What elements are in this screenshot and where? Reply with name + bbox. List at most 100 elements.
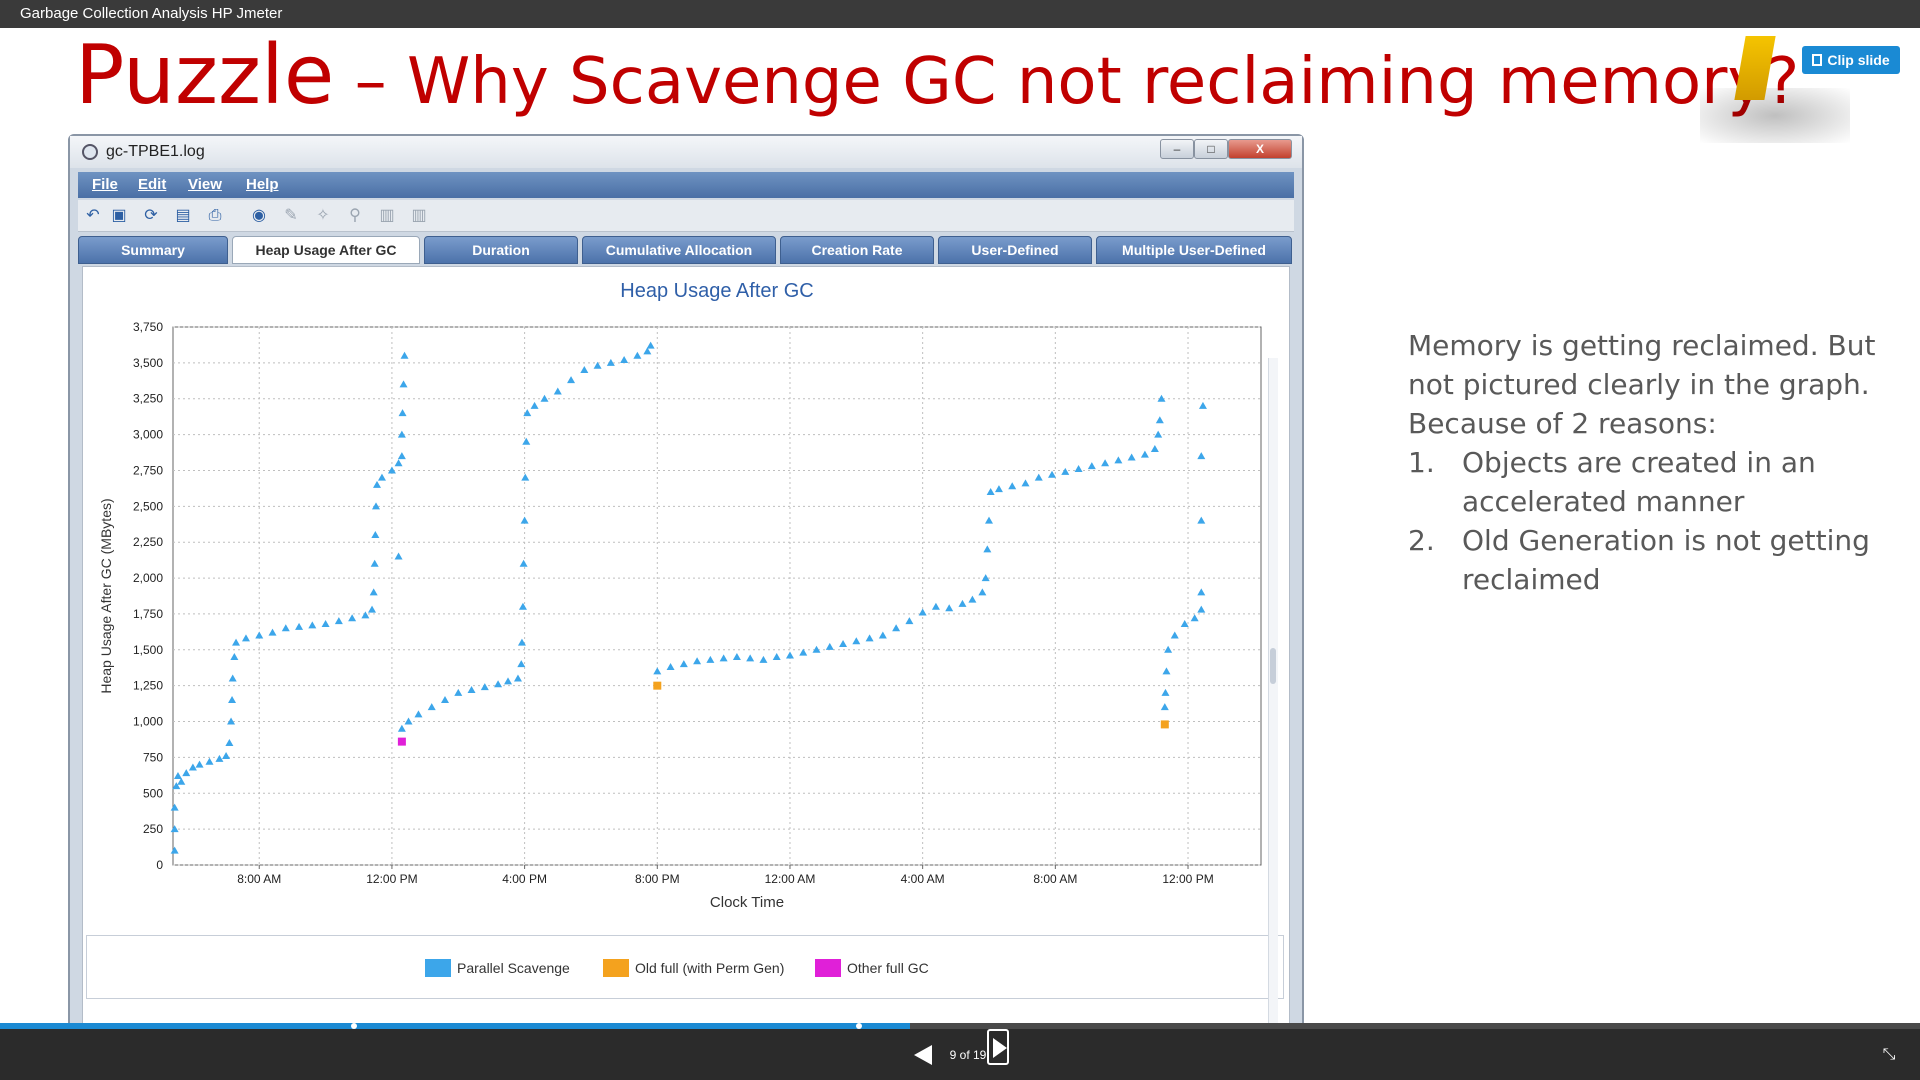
plot-area [172,326,1262,866]
chart-vertical-scrollbar[interactable] [1268,358,1278,1023]
data-point-parallel-scavenge [400,351,409,359]
legend-parallel-scavenge: Parallel Scavenge [425,958,570,978]
maximize-button[interactable]: □ [1194,139,1228,159]
wand-sparkle-icon[interactable]: ✧ [316,207,330,224]
undo-icon[interactable]: ↶ [86,207,100,224]
data-point-parallel-scavenge [785,651,794,659]
data-point-parallel-scavenge [1162,667,1171,675]
jmeter-window: gc-TPBE1.log – □ X File Edit View Help ↶… [68,134,1304,1023]
data-point-parallel-scavenge [520,516,529,524]
data-point-parallel-scavenge [567,376,576,384]
refresh-icon[interactable]: ⟳ [144,207,158,224]
data-point-parallel-scavenge [372,502,381,510]
data-point-old-full-with-perm-gen [1160,720,1169,729]
fullscreen-exit-icon[interactable]: ⤡ [1882,1046,1896,1063]
data-point-parallel-scavenge [981,574,990,582]
data-point-other-full-gc [397,737,406,746]
logo-shadow [1700,88,1850,143]
slide-progress-bar[interactable] [0,1023,1920,1029]
data-point-parallel-scavenge [719,654,728,662]
data-point-parallel-scavenge [377,473,386,481]
magnifier-icon[interactable]: ⚲ [349,207,361,224]
tab-user-defined[interactable]: User-Defined [938,236,1092,264]
legend-label-old-full: Old full (with Perm Gen) [635,960,785,976]
menu-help[interactable]: Help [246,176,279,193]
menu-file[interactable]: File [92,176,118,193]
data-point-parallel-scavenge [228,696,237,704]
scrollbar-thumb[interactable] [1270,648,1276,684]
data-point-parallel-scavenge [653,667,662,675]
close-icon: X [1255,142,1264,156]
data-point-parallel-scavenge [918,608,927,616]
data-point-parallel-scavenge [517,638,526,646]
data-point-parallel-scavenge [241,634,250,642]
next-slide-button[interactable] [987,1029,1009,1065]
print-icon[interactable]: ⎙ [208,207,222,224]
data-point-parallel-scavenge [371,531,380,539]
data-point-parallel-scavenge [945,604,954,612]
tab-heap-usage-after-gc[interactable]: Heap Usage After GC [232,236,420,264]
data-point-parallel-scavenge [523,409,532,417]
data-point-parallel-scavenge [772,652,781,660]
menu-view[interactable]: View [188,176,222,193]
data-point-parallel-scavenge [530,401,539,409]
progress-marker[interactable] [351,1023,357,1029]
y-tick-label: 1,250 [133,679,163,693]
note-item-line: accelerated manner [1462,485,1745,518]
data-point-parallel-scavenge [480,683,489,691]
data-point-parallel-scavenge [173,772,182,780]
data-point-parallel-scavenge [1150,444,1159,452]
data-point-parallel-scavenge [370,559,379,567]
data-point-parallel-scavenge [222,751,231,759]
data-point-parallel-scavenge [1197,605,1206,613]
close-button[interactable]: X [1228,139,1292,159]
note-intro-line: Memory is getting reclaimed. But [1408,329,1876,362]
data-point-parallel-scavenge [348,614,357,622]
data-point-parallel-scavenge [170,803,179,811]
slide-title: Puzzle – Why Scavenge GC not reclaiming … [75,28,1799,123]
data-point-parallel-scavenge [394,552,403,560]
data-point-parallel-scavenge [633,351,642,359]
wand-icon[interactable]: ✎ [284,207,298,224]
data-point-parallel-scavenge [182,769,191,777]
save-icon[interactable]: ▤ [175,207,191,224]
legend-swatch-parallel-scavenge [425,959,451,977]
data-point-parallel-scavenge [232,638,241,646]
data-point-parallel-scavenge [230,652,239,660]
progress-marker[interactable] [856,1023,862,1029]
tab-duration[interactable]: Duration [424,236,578,264]
tab-summary[interactable]: Summary [78,236,228,264]
data-point-parallel-scavenge [646,341,655,349]
minimize-button[interactable]: – [1160,139,1194,159]
y-tick-label: 750 [143,750,163,764]
globe-icon[interactable]: ◉ [252,207,266,224]
bar-chart-icon[interactable]: ▥ [379,207,395,224]
data-point-parallel-scavenge [931,602,940,610]
data-point-parallel-scavenge [1008,482,1017,490]
y-tick-label: 2,750 [133,463,163,477]
legend-label-parallel-scavenge: Parallel Scavenge [457,960,570,976]
import-icon[interactable]: ▣ [111,207,127,224]
data-point-parallel-scavenge [878,631,887,639]
data-point-parallel-scavenge [1197,588,1206,596]
note-intro-line: Because of 2 reasons: [1408,407,1717,440]
tab-creation-rate[interactable]: Creation Rate [780,236,934,264]
data-point-parallel-scavenge [1161,688,1170,696]
bar-chart-2-icon[interactable]: ▥ [411,207,427,224]
data-point-parallel-scavenge [958,599,967,607]
data-point-parallel-scavenge [1074,465,1083,473]
tab-multiple-user-defined[interactable]: Multiple User-Defined [1096,236,1292,264]
data-point-parallel-scavenge [580,366,589,374]
clip-icon [1812,54,1823,66]
data-point-parallel-scavenge [825,642,834,650]
data-point-parallel-scavenge [732,652,741,660]
previous-slide-button[interactable] [914,1045,932,1065]
tab-cumulative-allocation[interactable]: Cumulative Allocation [582,236,776,264]
clip-slide-button[interactable]: Clip slide [1802,46,1900,74]
data-point-parallel-scavenge [518,602,527,610]
menu-edit[interactable]: Edit [138,176,167,193]
y-tick-label: 1,750 [133,607,163,621]
x-tick-label: 12:00 PM [1162,872,1213,886]
y-tick-label: 2,000 [133,571,163,585]
x-tick-label: 4:00 PM [502,872,547,886]
